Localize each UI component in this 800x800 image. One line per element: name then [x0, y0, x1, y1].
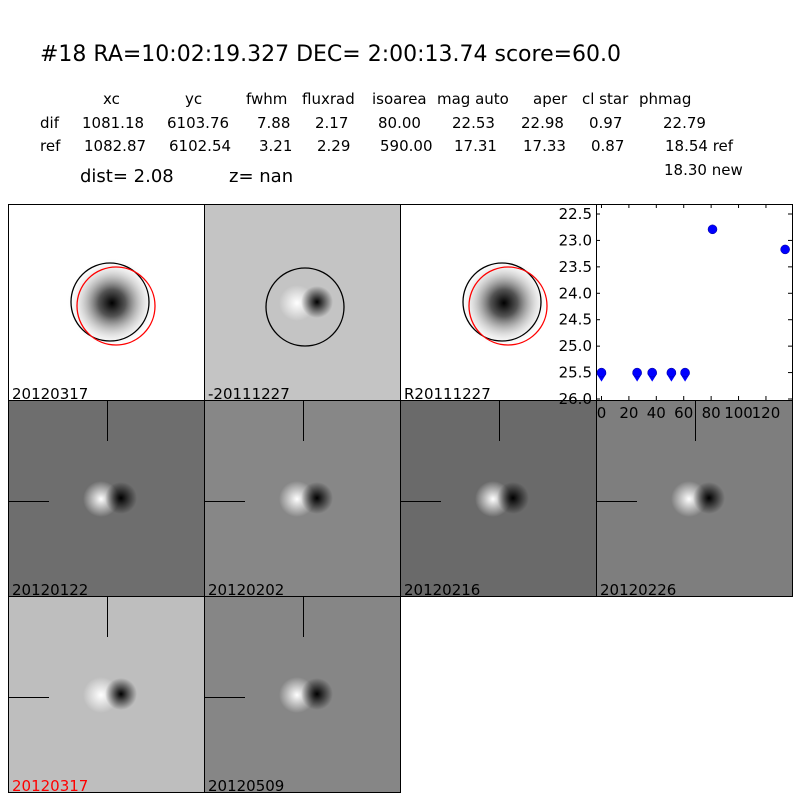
stamp-label: R20111227 — [404, 385, 491, 401]
image-stamp: 20120317 — [8, 204, 205, 401]
row-label: dif — [40, 114, 59, 132]
cell-value: 3.21 — [259, 137, 293, 155]
cell-value: 6102.54 — [169, 137, 232, 155]
new-circle — [76, 266, 156, 346]
crosshair-horizontal — [205, 501, 245, 502]
ref-circle — [462, 262, 542, 342]
ref-circle — [70, 262, 150, 342]
data-point — [647, 367, 657, 378]
column-header: mag auto — [437, 90, 509, 108]
cell-value: 80.00 — [378, 114, 421, 132]
x-tick-label: 0 — [597, 404, 607, 422]
cell-value: 22.98 — [521, 114, 564, 132]
column-header: isoarea — [372, 90, 427, 108]
y-tick-label: 24.0 — [559, 284, 592, 302]
crosshair-horizontal — [9, 501, 49, 502]
cell-value: 0.87 — [591, 137, 625, 155]
column-header: fwhm — [246, 90, 288, 108]
image-stamp: -20111227 — [204, 204, 401, 401]
image-stamp: R20111227 — [400, 204, 597, 401]
new-circle — [468, 266, 548, 346]
z-value: z= nan — [229, 166, 294, 187]
cell-value: 1081.18 — [82, 114, 145, 132]
crosshair-horizontal — [9, 697, 49, 698]
y-tick-label: 25.5 — [559, 364, 592, 382]
data-point — [632, 367, 642, 378]
data-point — [780, 244, 790, 255]
y-tick-label: 24.5 — [559, 311, 592, 329]
stamp-label: 20120317 — [12, 385, 89, 401]
plot-frame — [596, 204, 793, 401]
crosshair-vertical — [303, 597, 304, 637]
x-tick-label: 80 — [702, 404, 721, 422]
x-tick-label: 60 — [674, 404, 693, 422]
column-header: yc — [185, 90, 203, 108]
data-point — [680, 367, 690, 378]
cell-value: 22.79 — [663, 114, 706, 132]
cell-value: 7.88 — [257, 114, 291, 132]
crosshair-horizontal — [401, 501, 441, 502]
data-point — [707, 224, 718, 235]
y-tick-label: 23.5 — [559, 258, 592, 276]
cell-value: 17.31 — [454, 137, 497, 155]
stamp-label: 20120202 — [208, 581, 285, 597]
cell-value: 2.29 — [317, 137, 351, 155]
x-tick-label: 100 — [724, 404, 753, 422]
x-tick-label: 120 — [752, 404, 781, 422]
image-stamp: 20120317 — [8, 596, 205, 793]
crosshair-horizontal — [205, 697, 245, 698]
y-tick-label: 26.0 — [559, 390, 592, 408]
row-label: ref — [40, 137, 61, 155]
column-header: xc — [103, 90, 120, 108]
cell-value: 1082.87 — [84, 137, 147, 155]
crosshair-vertical — [499, 401, 500, 441]
crosshair-vertical — [695, 401, 696, 441]
cell-value: 22.53 — [452, 114, 495, 132]
ref-circle — [265, 267, 345, 347]
stamp-label: 20120509 — [208, 777, 285, 793]
image-stamp: 20120216 — [400, 400, 597, 597]
crosshair-vertical — [107, 401, 108, 441]
stamp-label: 20120226 — [600, 581, 677, 597]
stamp-label: 20120122 — [12, 581, 89, 597]
cell-value: 6103.76 — [167, 114, 230, 132]
crosshair-vertical — [107, 597, 108, 637]
x-tick-label: 20 — [619, 404, 638, 422]
data-point — [596, 367, 607, 378]
crosshair-vertical — [303, 401, 304, 441]
column-header: fluxrad — [302, 90, 355, 108]
stamp-label: -20111227 — [208, 385, 290, 401]
column-header: cl star — [582, 90, 629, 108]
data-point — [666, 367, 677, 378]
page-title: #18 RA=10:02:19.327 DEC= 2:00:13.74 scor… — [40, 42, 622, 67]
lightcurve-plot: 22.5 23.0 23.5 24.0 24.5 25.0 25.5 26.0 0 20 40 60 8… — [559, 204, 793, 422]
image-stamp: 20120509 — [204, 596, 401, 793]
y-tick-label: 22.5 — [559, 205, 592, 223]
cell-value: 590.00 — [380, 137, 433, 155]
stamp-label: 20120317 — [12, 777, 89, 793]
crosshair-horizontal — [597, 501, 637, 502]
cell-value: 17.33 — [523, 137, 566, 155]
image-stamp: 20120202 — [204, 400, 401, 597]
stamp-label: 20120216 — [404, 581, 481, 597]
column-header: aper — [533, 90, 568, 108]
cell-value: 2.17 — [315, 114, 349, 132]
cell-value: 0.97 — [589, 114, 623, 132]
x-tick-label: 40 — [647, 404, 666, 422]
y-tick-label: 25.0 — [559, 337, 592, 355]
y-tick-label: 23.0 — [559, 231, 592, 249]
dist-value: dist= 2.08 — [80, 166, 174, 187]
image-stamp: 20120226 — [596, 400, 793, 597]
column-header: phmag — [639, 90, 692, 108]
phmag-new: 18.30 new — [664, 161, 743, 179]
image-stamp: 20120122 — [8, 400, 205, 597]
cell-value: 18.54 ref — [665, 137, 734, 155]
